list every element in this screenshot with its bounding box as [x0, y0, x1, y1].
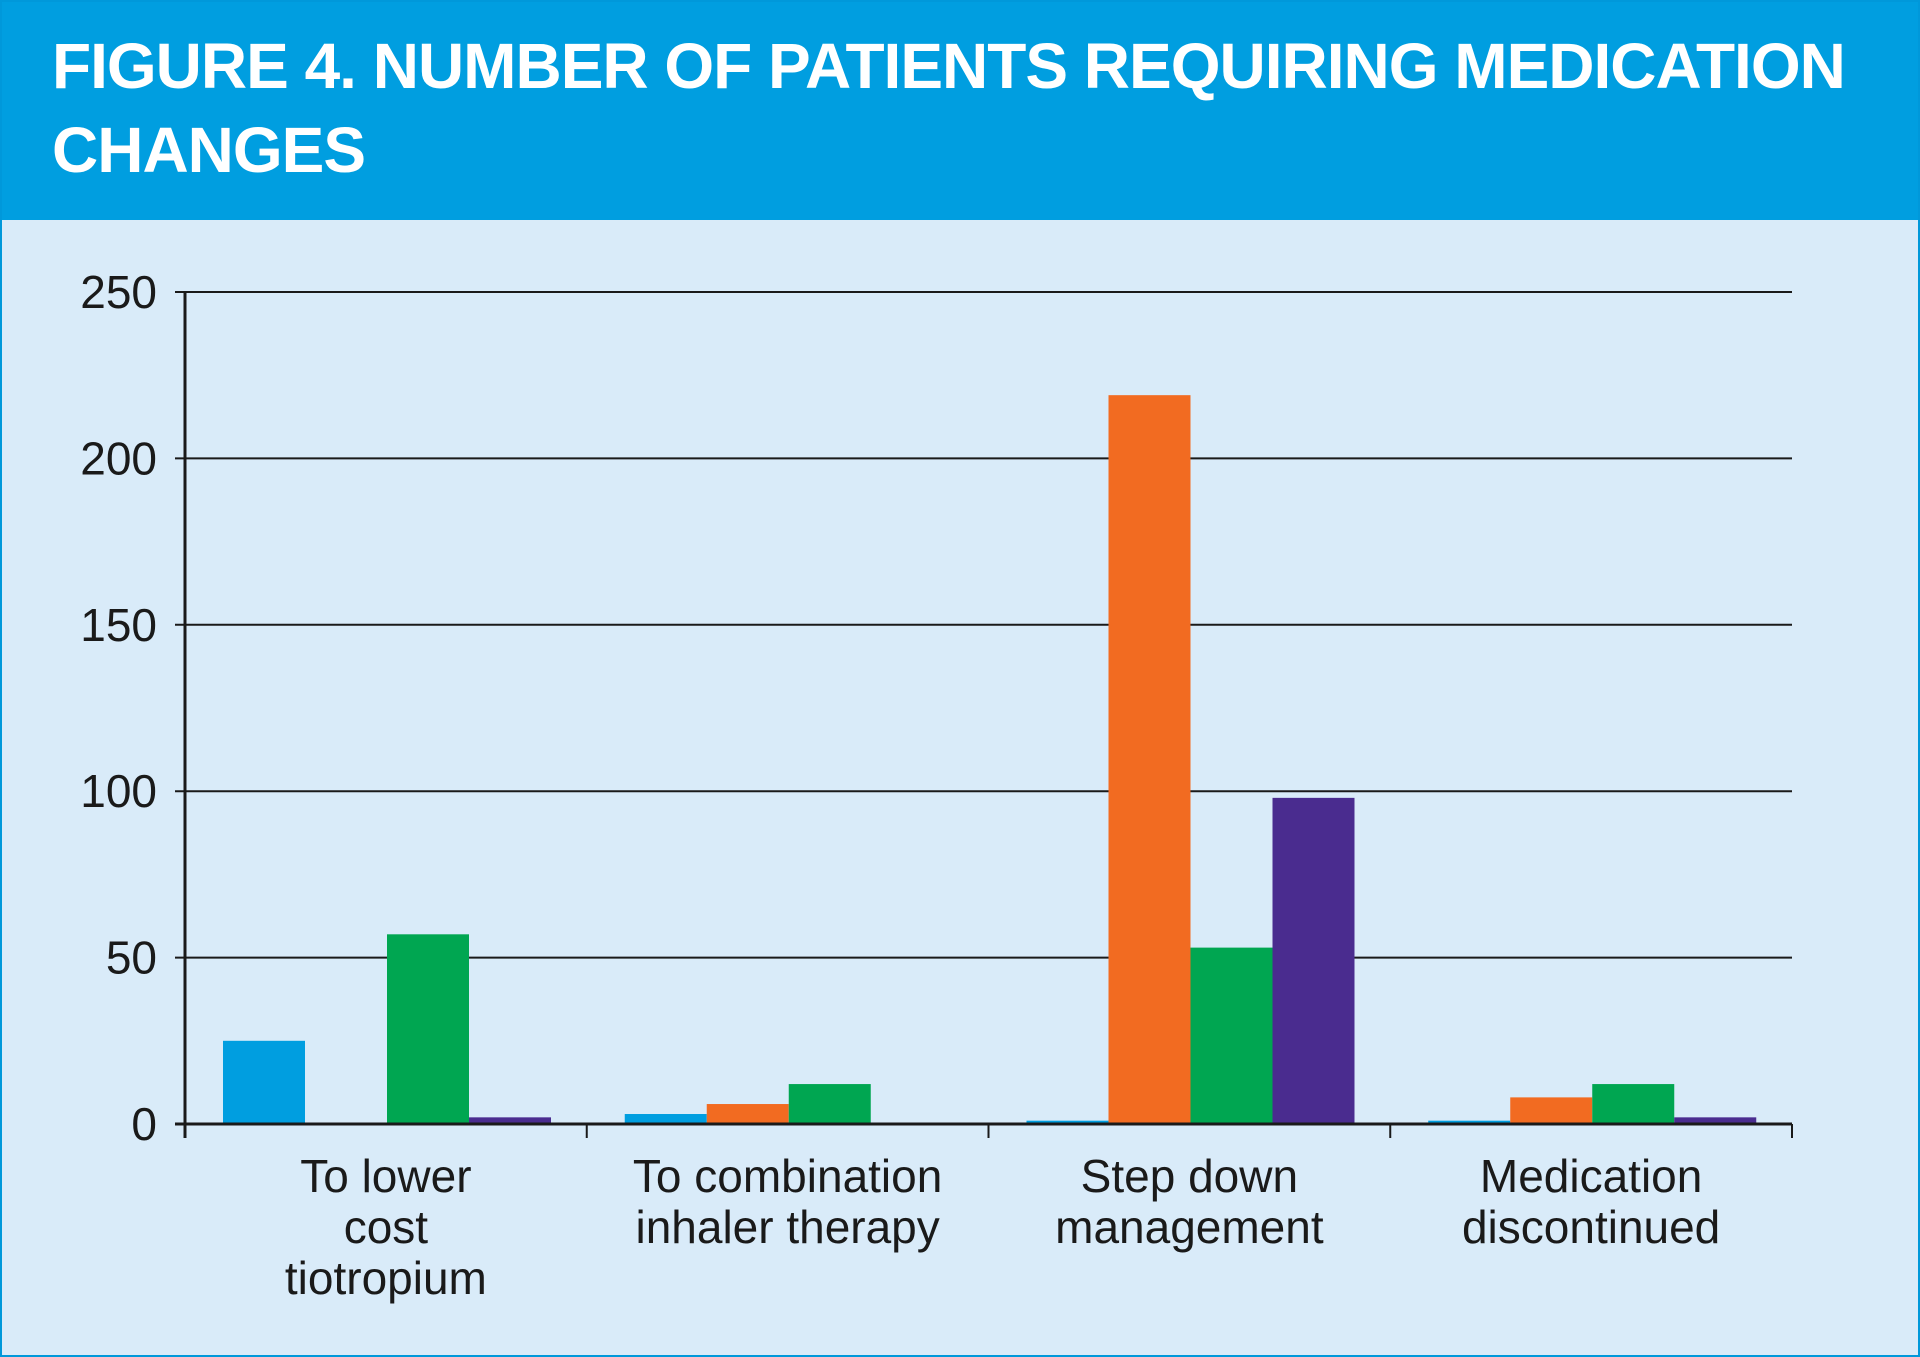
bar — [624, 1114, 707, 1124]
bar — [1592, 1084, 1675, 1124]
bar — [223, 1040, 305, 1124]
bar — [1190, 947, 1273, 1124]
x-category-label: To lower cost tiotropium — [285, 1150, 487, 1304]
x-category-label: Medication discontinued — [1462, 1150, 1720, 1253]
figure-title: FIGURE 4. NUMBER OF PATIENTS REQUIRING M… — [52, 30, 1846, 186]
y-tick-label: 200 — [80, 432, 157, 484]
bar — [1272, 797, 1355, 1124]
bar — [788, 1084, 871, 1124]
bar — [469, 1117, 551, 1124]
bar-chart: 0 50 100 150 200 250 To lower cost tiotropium To … — [80, 266, 1793, 1304]
figure-header: FIGURE 4. NUMBER OF PATIENTS REQUIRING M… — [2, 2, 1918, 220]
bar — [1428, 1120, 1511, 1124]
y-tick-label: 250 — [80, 266, 157, 318]
x-category-label: Step down management — [1055, 1150, 1324, 1253]
bar — [1108, 395, 1191, 1125]
y-tick-label: 50 — [106, 932, 157, 984]
y-tick-label: 100 — [80, 765, 157, 817]
bar — [387, 934, 469, 1124]
bar — [1674, 1117, 1757, 1124]
bar — [706, 1104, 789, 1124]
x-category-label: To combination inhaler therapy — [633, 1150, 942, 1253]
y-tick-label: 150 — [80, 599, 157, 651]
bar — [1510, 1097, 1593, 1124]
bar — [1026, 1120, 1109, 1124]
y-tick-label: 0 — [131, 1098, 157, 1150]
